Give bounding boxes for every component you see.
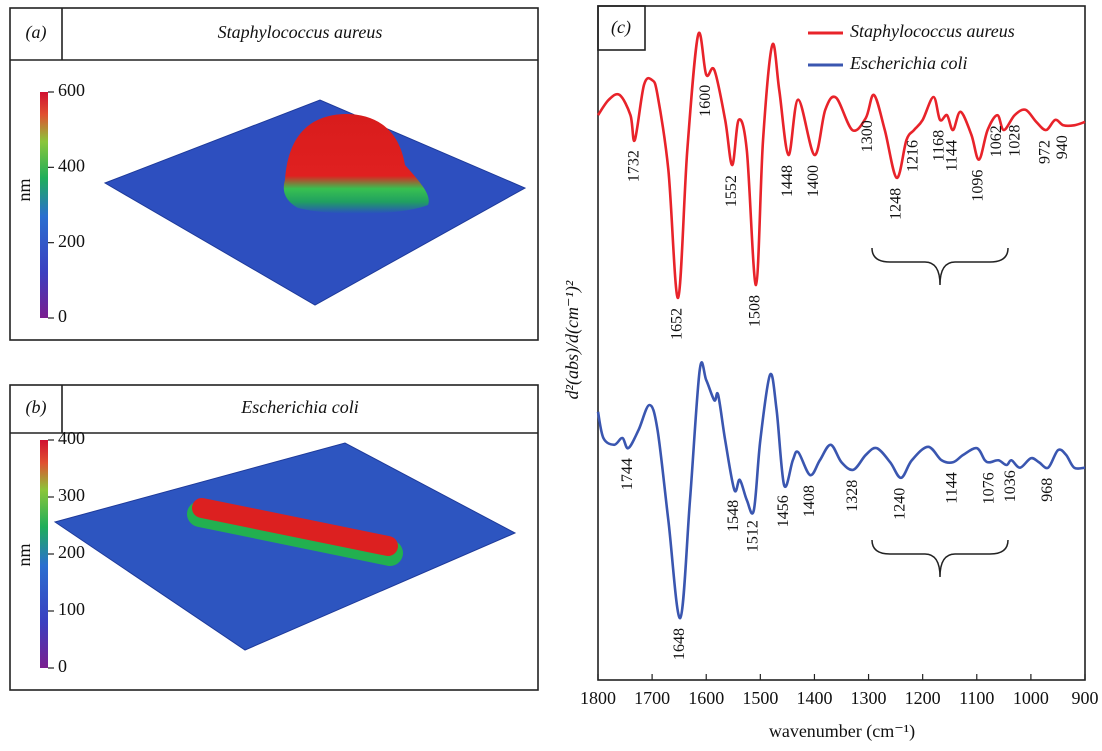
peak-label: 1240	[892, 488, 909, 520]
brace	[871, 247, 1009, 286]
colorbar	[40, 92, 48, 318]
peak-label: 1548	[725, 500, 742, 532]
brace	[871, 539, 1009, 578]
peak-label: 1400	[805, 165, 822, 197]
x-tick-label: 1800	[580, 688, 616, 708]
cell-surface	[192, 498, 398, 556]
colorbar	[40, 440, 48, 668]
peak-label: 1456	[775, 495, 792, 527]
peak-label: 1076	[980, 472, 997, 504]
peak-label: 968	[1039, 478, 1056, 502]
x-tick-label: 1700	[634, 688, 670, 708]
colorbar-tick-label: 100	[58, 599, 85, 619]
colorbar-tick-label: 200	[58, 542, 85, 562]
peak-label: 1652	[669, 308, 686, 340]
panel-c: (c) wavenumber (cm⁻¹) d²(abs)/d(cm⁻¹)²	[562, 5, 1086, 742]
peak-label: 1036	[1002, 470, 1019, 502]
peak-label: 1062	[988, 125, 1005, 157]
x-tick-label: 1500	[742, 688, 778, 708]
peak-label: 1408	[801, 485, 818, 517]
x-tick-label: 1600	[688, 688, 724, 708]
x-tick-label: 1000	[1013, 688, 1049, 708]
peak-label: 1732	[625, 150, 642, 182]
colorbar-tick-label: 600	[58, 80, 85, 100]
colorbar-tick-label: 0	[58, 306, 67, 326]
peak-label: 1028	[1006, 125, 1023, 157]
spectrum-line	[596, 31, 1086, 300]
peak-label: 1552	[723, 175, 740, 207]
peak-label: 1144	[944, 472, 961, 503]
peak-label: 1248	[887, 188, 904, 220]
peak-label: 1216	[905, 140, 922, 172]
plot-frame	[597, 5, 1086, 681]
peak-label: 1096	[970, 170, 987, 202]
colorbar-label: nm	[14, 178, 34, 201]
panel-title: Staphylococcus aureus	[218, 22, 383, 42]
peak-label: 1600	[697, 85, 714, 117]
legend-label: Escherichia coli	[849, 53, 967, 73]
panel-b: (b) Escherichia coli nm	[9, 384, 539, 691]
peak-label: 1300	[859, 120, 876, 152]
peak-label: 940	[1054, 135, 1071, 159]
panel-label: (b)	[26, 397, 47, 418]
surface-plane	[53, 442, 517, 651]
colorbar-tick-label: 400	[58, 428, 85, 448]
peak-label: 1168	[931, 130, 948, 161]
colorbar-tick-label: 300	[58, 485, 85, 505]
panel-a: (a) Staphylococcus aureus nm	[9, 7, 539, 341]
label-box	[597, 5, 646, 51]
legend-label: Staphylococcus aureus	[850, 21, 1015, 41]
x-tick-label: 1200	[905, 688, 941, 708]
x-axis-label: wavenumber (cm⁻¹)	[769, 721, 915, 742]
colorbar-label: nm	[14, 543, 34, 566]
panel-frame	[9, 7, 539, 341]
cell-surface	[283, 114, 429, 214]
peak-label: 1648	[671, 628, 688, 660]
panel-label: (c)	[611, 17, 631, 38]
peak-label: 1144	[944, 140, 961, 171]
spectrum-line	[596, 361, 1086, 620]
peak-label: 1744	[619, 458, 636, 490]
peak-label: 972	[1037, 140, 1054, 164]
y-axis-label: d²(abs)/d(cm⁻¹)²	[562, 280, 583, 399]
colorbar-tick-label: 200	[58, 231, 85, 251]
x-tick-label: 1300	[851, 688, 887, 708]
x-tick-label: 1400	[796, 688, 832, 708]
peak-label: 1448	[779, 165, 796, 197]
panel-frame	[9, 384, 539, 691]
peak-label: 1512	[745, 520, 762, 552]
x-tick-label: 1100	[959, 688, 994, 708]
peak-label: 1508	[747, 295, 764, 327]
panel-label: (a)	[26, 22, 47, 43]
peak-label: 1328	[844, 480, 861, 512]
x-tick-label: 900	[1072, 688, 1099, 708]
colorbar-tick-label: 400	[58, 155, 85, 175]
panel-title: Escherichia coli	[240, 397, 358, 417]
colorbar-tick-label: 0	[58, 656, 67, 676]
